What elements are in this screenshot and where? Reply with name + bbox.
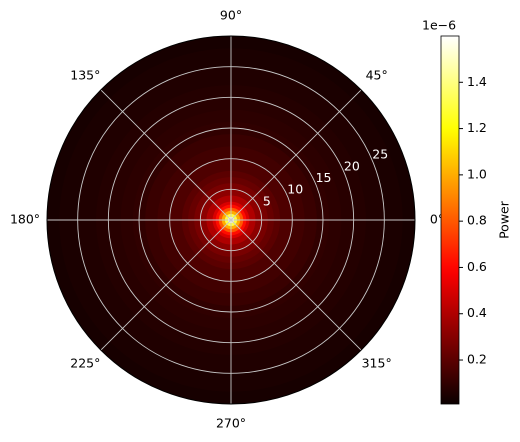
angle-label: 270° (216, 416, 246, 431)
colorbar-tick-label: 0.4 (467, 305, 487, 320)
angle-label: 225° (70, 356, 100, 371)
colorbar-tick-label: 0.8 (467, 213, 487, 228)
angle-label: 90° (220, 8, 242, 23)
radial-label: 5 (263, 193, 271, 208)
angular-grid (230, 219, 362, 351)
angle-label: 0° (430, 212, 444, 227)
colorbar-tick-label: 1.0 (467, 166, 487, 181)
angular-grid (100, 219, 232, 351)
colorbar-tick-label: 0.2 (467, 352, 487, 367)
angle-label: 45° (366, 67, 388, 82)
colorbar-offset: 1e−6 (422, 18, 456, 33)
colorbar-tick-label: 1.4 (467, 74, 487, 89)
radial-label: 20 (344, 158, 360, 173)
radial-label: 15 (316, 170, 332, 185)
angular-grid (230, 89, 362, 221)
angle-label: 135° (70, 67, 100, 82)
angular-grid (100, 89, 232, 221)
colorbar-tick-label: 0.6 (467, 259, 487, 274)
radial-label: 25 (372, 147, 388, 162)
angle-label: 315° (362, 356, 392, 371)
colorbar (440, 35, 460, 405)
polar-frame (46, 35, 416, 405)
angle-label: 180° (10, 212, 40, 227)
radial-label: 10 (287, 182, 303, 197)
colorbar-tick-label: 1.2 (467, 120, 487, 135)
colorbar-label: Power (497, 200, 512, 239)
